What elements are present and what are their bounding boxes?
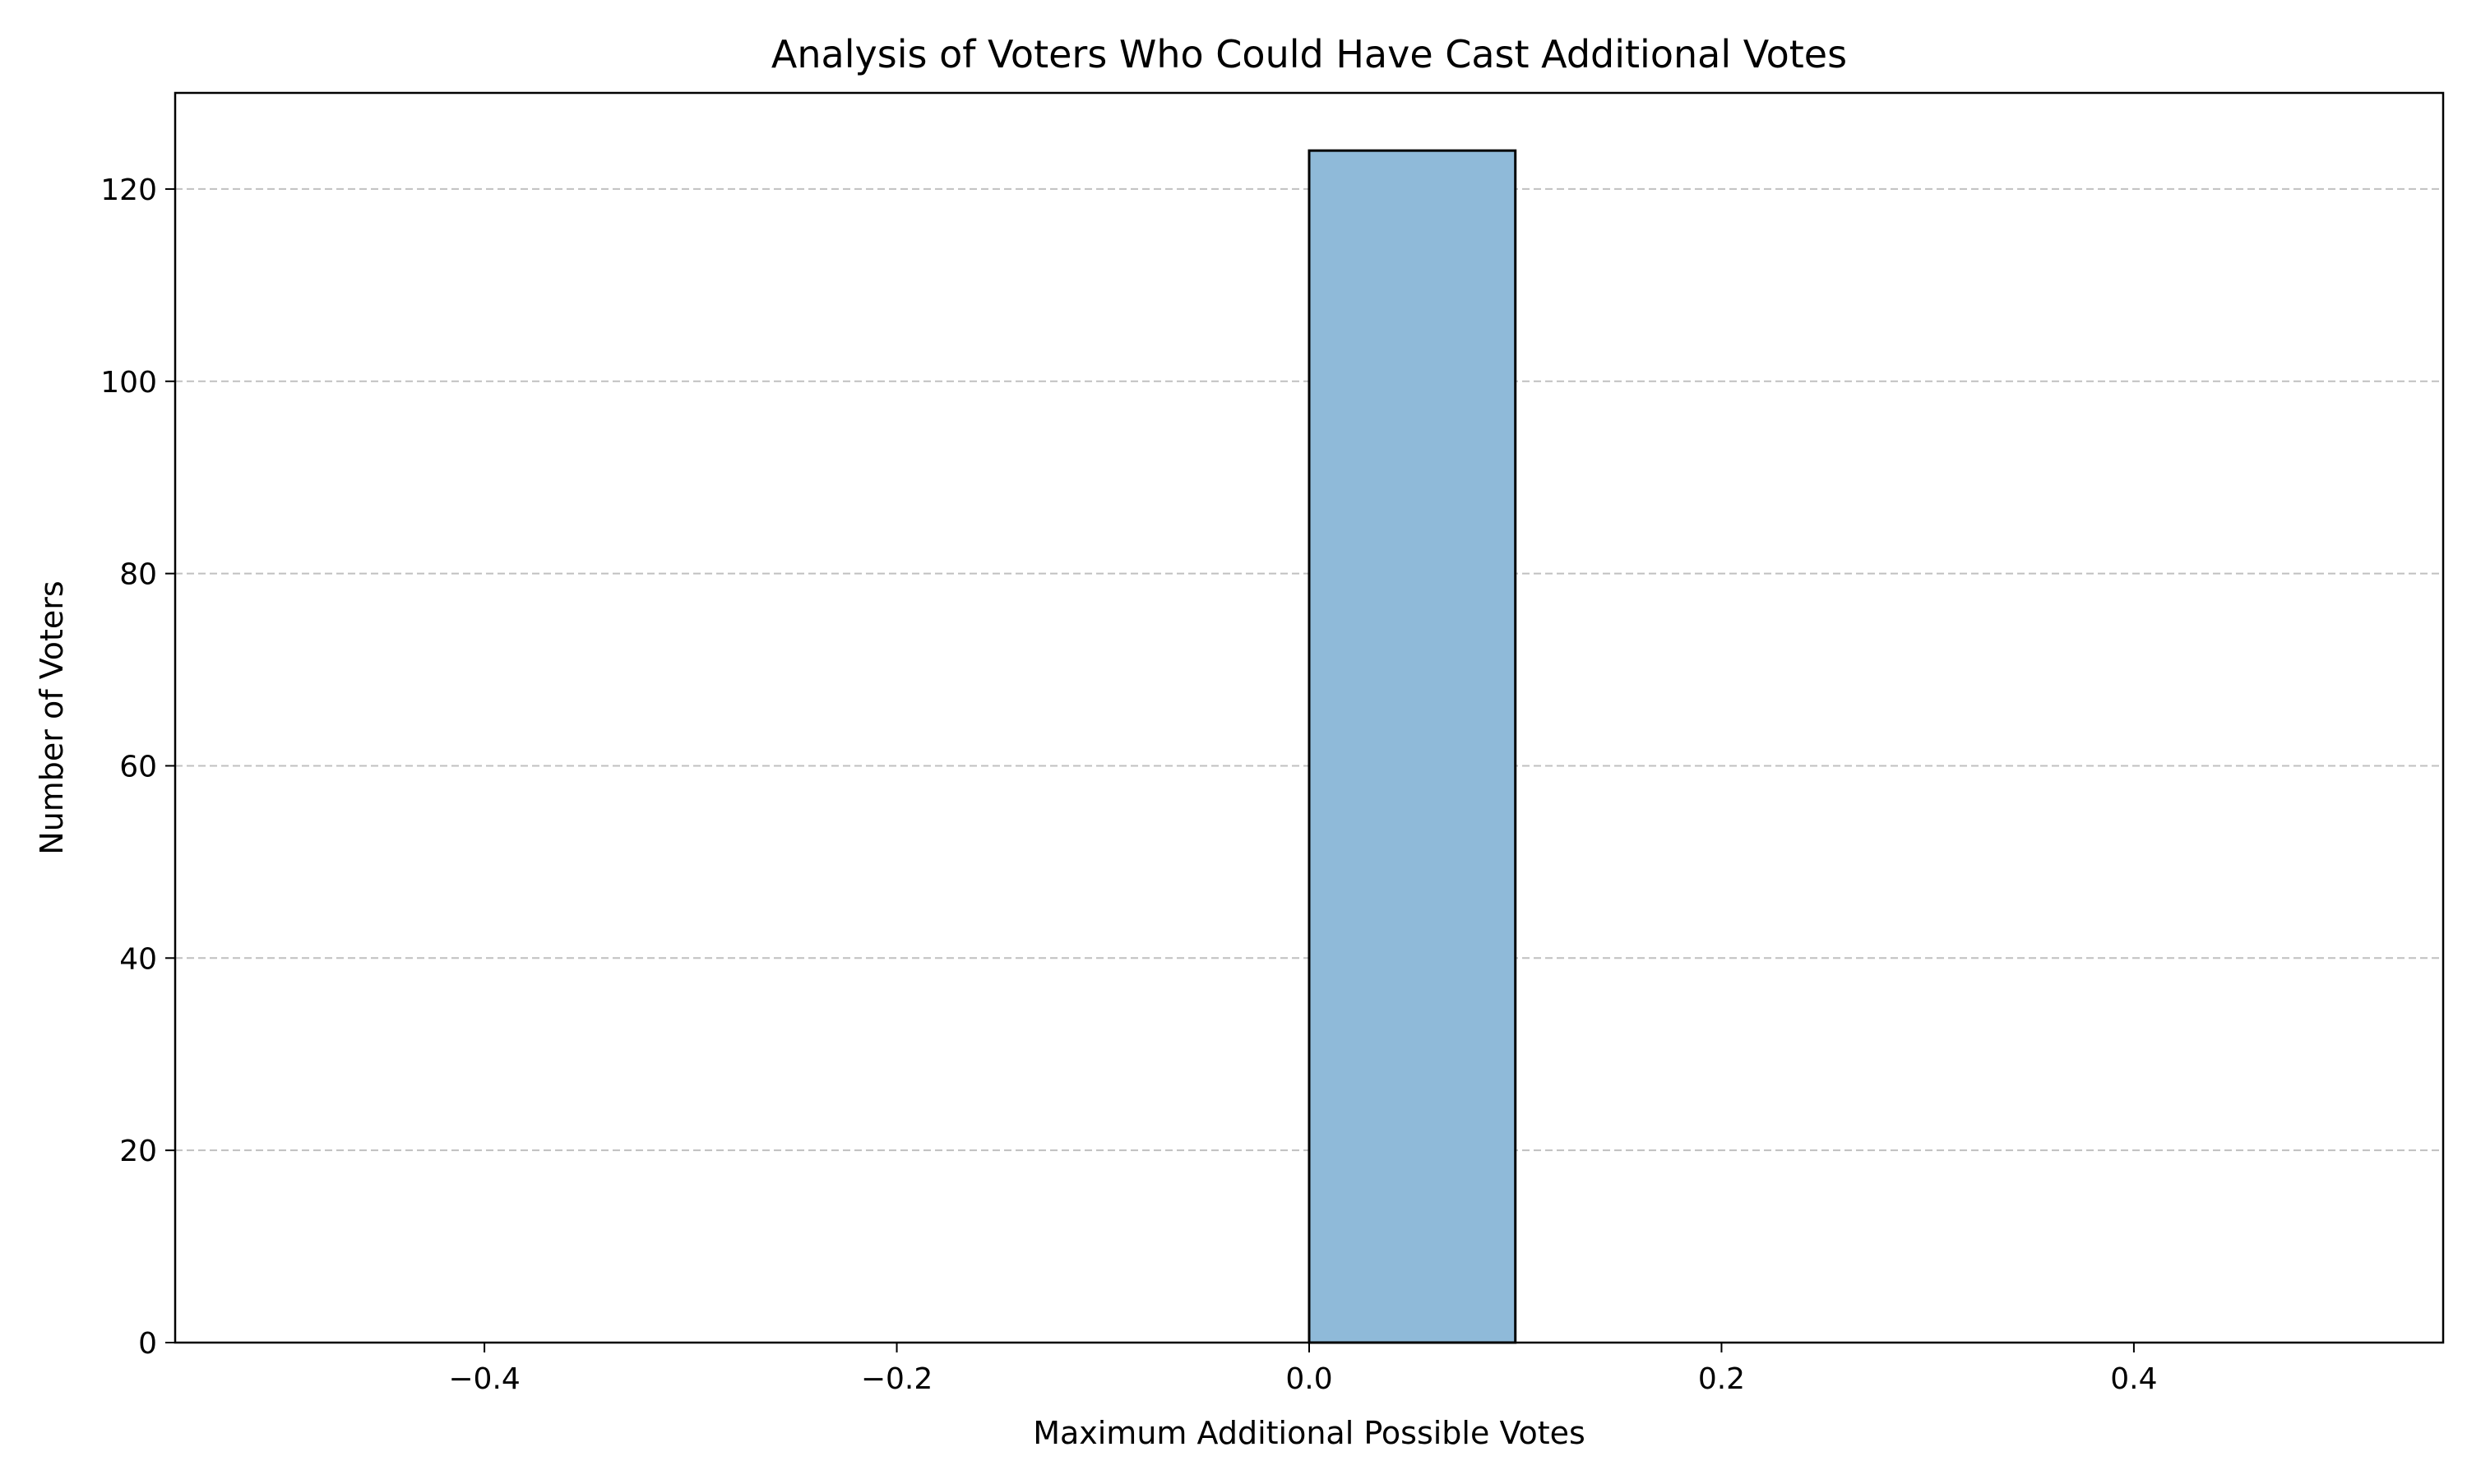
histogram-bar [1308, 149, 1517, 1344]
x-tick-label: −0.4 [448, 1362, 520, 1396]
y-tick-label: 0 [138, 1327, 157, 1361]
histogram-bars [1308, 149, 1517, 1344]
y-tick-label: 100 [100, 366, 157, 400]
x-tick-label: −0.2 [861, 1362, 933, 1396]
x-axis-ticks: −0.4 −0.2 0.0 0.2 0.4 [448, 1343, 2158, 1396]
y-axis-label: Number of Voters [34, 580, 70, 854]
x-tick-label: 0.4 [2110, 1362, 2157, 1396]
y-tick-label: 120 [100, 173, 157, 207]
x-tick-label: 0.0 [1285, 1362, 1332, 1396]
y-axis-ticks: 0 20 40 60 80 100 120 [100, 173, 175, 1361]
y-tick-label: 40 [119, 942, 157, 976]
y-tick-label: 60 [119, 750, 157, 784]
x-tick-label: 0.2 [1698, 1362, 1745, 1396]
chart-title: Analysis of Voters Who Could Have Cast A… [771, 32, 1847, 76]
y-tick-label: 20 [119, 1135, 157, 1168]
x-axis-label: Maximum Additional Possible Votes [1033, 1415, 1585, 1451]
y-tick-label: 80 [119, 558, 157, 592]
